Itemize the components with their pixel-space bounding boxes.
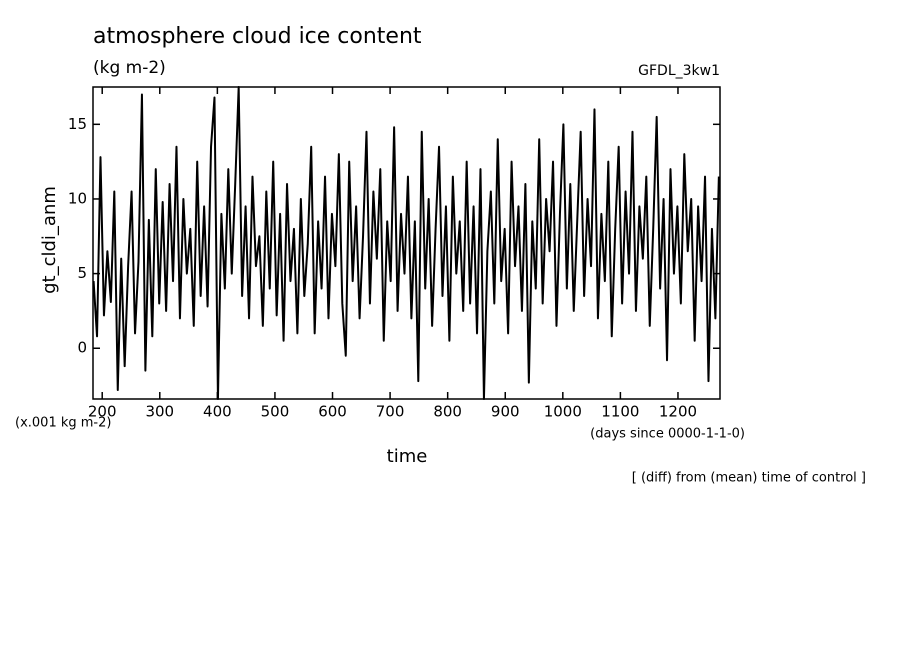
x-tick-label: 700 — [376, 403, 405, 421]
x-tick-label: 200 — [88, 403, 117, 421]
y-tick-label: 15 — [68, 115, 87, 133]
plot-frame — [92, 86, 721, 400]
y-axis-label: gt_cldi_anm — [39, 186, 60, 294]
x-tick-label: 900 — [491, 403, 520, 421]
x-unit-note: (days since 0000-1-1-0) — [590, 427, 745, 442]
chart-subtitle: (kg m-2) — [93, 58, 166, 78]
x-axis-label: time — [387, 446, 428, 467]
x-tick-label: 400 — [203, 403, 232, 421]
footnote: [ (diff) from (mean) time of control ] — [632, 471, 866, 486]
x-tick-label: 800 — [433, 403, 462, 421]
x-tick-label: 500 — [261, 403, 290, 421]
x-tick-label: 600 — [318, 403, 347, 421]
x-tick-label: 1100 — [601, 403, 639, 421]
y-tick-label: 0 — [77, 339, 87, 357]
y-unit-note: (x.001 kg m-2) — [15, 416, 111, 431]
x-tick-label: 1200 — [659, 403, 697, 421]
chart-title: atmosphere cloud ice content — [93, 24, 422, 49]
x-tick-label: 300 — [145, 403, 174, 421]
y-tick-label: 5 — [77, 264, 87, 282]
source-label: GFDL_3kw1 — [638, 63, 720, 79]
y-tick-label: 10 — [68, 189, 87, 207]
data-line — [92, 86, 720, 400]
x-tick-label: 1000 — [544, 403, 582, 421]
